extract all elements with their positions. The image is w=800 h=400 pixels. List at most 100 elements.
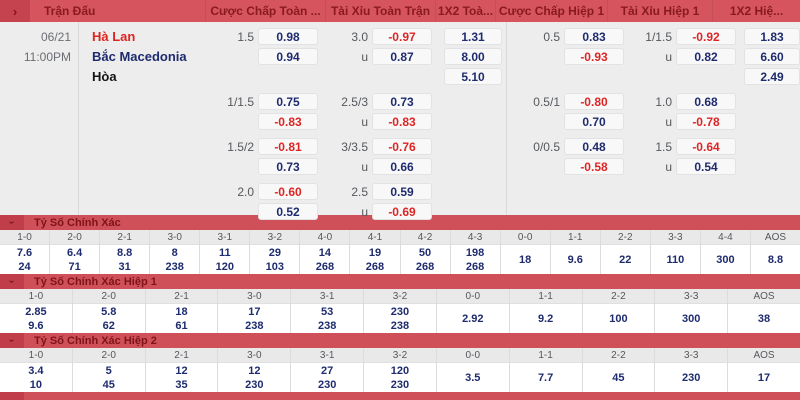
score-odds-value[interactable]: 110	[666, 253, 685, 266]
score-odds-value[interactable]: 2.85	[25, 305, 47, 318]
odds-value-button[interactable]: -0.83	[258, 113, 318, 130]
score-odds-value[interactable]: 18	[175, 305, 188, 318]
score-odds-value[interactable]: 11	[218, 246, 231, 259]
score-odds-value[interactable]: 7.7	[537, 371, 554, 384]
odds-value-button[interactable]: -0.60	[258, 183, 318, 200]
odds-value-button[interactable]: 0.73	[372, 93, 432, 110]
odds-value-button[interactable]: 0.87	[372, 48, 432, 65]
odds-value-button[interactable]: 1.83	[744, 28, 800, 45]
odds-value-button[interactable]: 0.48	[564, 138, 624, 155]
score-odds-value[interactable]: 17	[757, 371, 771, 384]
score-odds-value[interactable]: 100	[609, 312, 628, 325]
score-odds-value[interactable]: 5.8	[101, 305, 117, 318]
score-odds-value[interactable]: 198	[465, 246, 485, 259]
score-odds-value[interactable]: 45	[612, 371, 625, 384]
odds-value-button[interactable]: 0.54	[676, 158, 736, 175]
score-odds-value[interactable]: 53	[321, 305, 334, 318]
odds-value-button[interactable]: 0.82	[676, 48, 736, 65]
score-odds-value[interactable]: 238	[390, 319, 410, 332]
score-odds-value[interactable]: 230	[682, 371, 701, 384]
odds-value-button[interactable]: -0.80	[564, 93, 624, 110]
odds-value-button[interactable]: 0.98	[258, 28, 318, 45]
score-odds-value[interactable]: 120	[215, 260, 234, 273]
odds-value-button[interactable]: 0.75	[258, 93, 318, 110]
odds-value-button[interactable]: -0.78	[676, 113, 736, 130]
odds-value-button[interactable]: 0.68	[676, 93, 736, 110]
odds-value-button[interactable]: 1.31	[444, 28, 502, 45]
score-odds-value[interactable]: 12	[248, 364, 261, 377]
score-odds-value[interactable]: 31	[118, 260, 131, 273]
score-odds-value[interactable]: 3.4	[28, 364, 44, 377]
odds-value-button[interactable]: -0.64	[676, 138, 736, 155]
score-odds-value[interactable]: 14	[318, 246, 332, 259]
odds-value-button[interactable]: -0.93	[564, 48, 624, 65]
score-odds-value[interactable]: 230	[245, 378, 264, 391]
section-header-bar[interactable]: › Tỷ Số Chính Xác Hiệp 2	[0, 333, 800, 348]
collapsed-section-bar[interactable]	[0, 392, 800, 400]
score-odds-value[interactable]: 3.5	[465, 371, 481, 384]
score-odds-value[interactable]: 62	[102, 319, 115, 332]
odds-value-button[interactable]: 0.66	[372, 158, 432, 175]
score-odds-value[interactable]: 268	[415, 260, 435, 273]
odds-value-button[interactable]: 0.83	[564, 28, 624, 45]
score-odds-value[interactable]: 29	[268, 246, 281, 259]
score-odds-value[interactable]: 300	[682, 312, 701, 325]
score-odds-value[interactable]: 24	[18, 260, 31, 273]
score-odds-value[interactable]: 8.8	[117, 246, 133, 259]
score-odds-value[interactable]: 238	[245, 319, 264, 332]
score-odds-value[interactable]: 9.6	[567, 253, 583, 266]
score-odds-value[interactable]: 12	[175, 364, 188, 377]
score-odds-value[interactable]: 9.6	[28, 319, 44, 332]
odds-value-button[interactable]: -0.92	[676, 28, 736, 45]
odds-value-button[interactable]: 0.94	[258, 48, 318, 65]
chevron-down-icon: ›	[0, 333, 24, 348]
odds-value-button[interactable]: 0.70	[564, 113, 624, 130]
score-odds-value[interactable]: 45	[102, 378, 115, 391]
score-odds-value[interactable]: 6.4	[66, 246, 83, 259]
score-odds-value[interactable]: 71	[68, 260, 81, 273]
score-odds-value[interactable]: 230	[390, 378, 410, 391]
odds-value-button[interactable]: 0.52	[258, 203, 318, 220]
score-odds-value[interactable]: 2.92	[462, 312, 484, 325]
section-header-bar[interactable]: › Tỷ Số Chính Xác Hiệp 1	[0, 274, 800, 289]
score-odds-value[interactable]: 8	[171, 246, 178, 259]
score-odds-value[interactable]: 22	[619, 253, 632, 266]
score-odds-value[interactable]: 19	[368, 246, 382, 259]
score-odds-value[interactable]: 238	[165, 260, 184, 273]
odds-value-button[interactable]: -0.81	[258, 138, 318, 155]
section-header-bar[interactable]: › Tỷ Số Chính Xác	[0, 215, 800, 230]
score-odds-value[interactable]: 10	[29, 378, 43, 391]
score-odds-value[interactable]: 7.6	[16, 246, 33, 259]
score-odds-value[interactable]: 17	[248, 305, 261, 318]
expand-toggle-button[interactable]: ›	[0, 0, 30, 22]
score-odds-value[interactable]: 230	[317, 378, 337, 391]
score-odds-value[interactable]: 268	[315, 260, 335, 273]
odds-value-button[interactable]: -0.76	[372, 138, 432, 155]
score-odds-value[interactable]: 238	[317, 319, 337, 332]
odds-value-button[interactable]: 8.00	[444, 48, 502, 65]
score-odds-value[interactable]: 9.2	[537, 312, 554, 325]
odds-value-button[interactable]: 0.73	[258, 158, 318, 175]
score-odds-value[interactable]: 61	[175, 319, 188, 332]
score-odds-value[interactable]: 300	[716, 253, 735, 266]
odds-value-button[interactable]: 5.10	[444, 68, 502, 85]
score-odds-value[interactable]: 38	[757, 312, 771, 325]
score-odds-value[interactable]: 5	[105, 364, 112, 377]
odds-value-button[interactable]: -0.58	[564, 158, 624, 175]
score-odds-value[interactable]: 230	[390, 305, 410, 318]
odds-value-button[interactable]: 0.59	[372, 183, 432, 200]
odds-value-button[interactable]: 2.49	[744, 68, 800, 85]
score-odds-value[interactable]: 8.8	[767, 253, 784, 266]
score-odds-value[interactable]: 35	[175, 378, 188, 391]
odds-value-button[interactable]: -0.83	[372, 113, 432, 130]
score-odds-value[interactable]: 27	[321, 364, 334, 377]
score-odds-value[interactable]: 268	[365, 260, 385, 273]
score-odds-value[interactable]: 268	[465, 260, 485, 273]
score-odds-value[interactable]: 50	[418, 246, 432, 259]
score-odds-value[interactable]: 120	[390, 364, 410, 377]
score-odds-value[interactable]: 103	[265, 260, 285, 273]
odds-value-button[interactable]: 6.60	[744, 48, 800, 65]
odds-value-button[interactable]: -0.69	[372, 203, 432, 220]
odds-value-button[interactable]: -0.97	[372, 28, 432, 45]
score-odds-value[interactable]: 18	[519, 253, 532, 266]
